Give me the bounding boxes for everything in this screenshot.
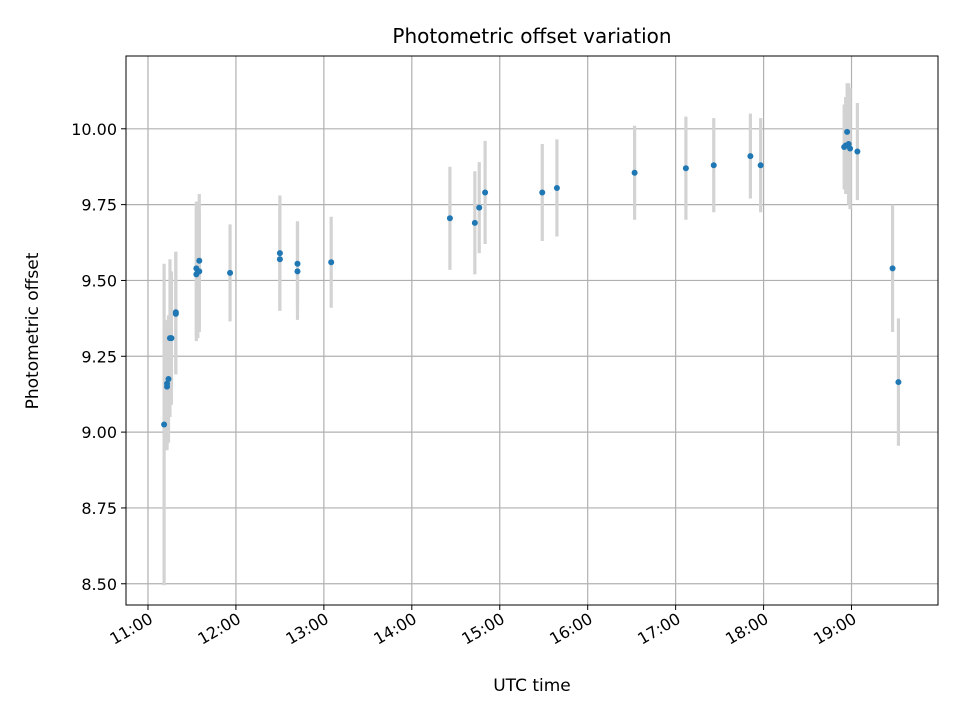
data-point: [476, 204, 483, 211]
data-point: [539, 189, 546, 196]
y-tick-label: 9.00: [81, 423, 117, 442]
data-point: [165, 376, 172, 383]
data-point: [845, 140, 852, 147]
y-axis: 8.50 8.75 9.00 9.25 9.50 9.75 10.00: [71, 120, 126, 594]
y-axis-title: Photometric offset: [23, 252, 43, 409]
data-point: [471, 219, 478, 226]
data-point: [631, 169, 638, 176]
data-point: [757, 162, 764, 169]
data-points: [161, 128, 902, 428]
data-point: [172, 309, 179, 316]
data-point: [294, 260, 301, 267]
data-point: [682, 165, 689, 172]
data-point: [161, 421, 168, 428]
y-tick-label: 8.50: [81, 575, 117, 594]
plot-frame: [125, 55, 939, 606]
data-point: [196, 257, 203, 264]
y-tick-label: 8.75: [81, 499, 117, 518]
data-point: [446, 215, 453, 222]
data-point: [227, 269, 234, 276]
y-tick-label: 9.75: [81, 196, 117, 215]
data-point: [710, 162, 717, 169]
y-tick-label: 9.25: [81, 347, 117, 366]
data-point: [164, 380, 171, 387]
data-point: [553, 184, 560, 191]
data-point: [276, 256, 283, 263]
data-point: [844, 128, 851, 135]
data-point: [196, 268, 203, 275]
data-point: [276, 250, 283, 257]
x-axis-title: UTC time: [493, 676, 571, 696]
data-point: [847, 145, 854, 152]
data-point: [294, 268, 301, 275]
y-tick-label: 9.50: [81, 271, 117, 290]
data-point: [168, 335, 175, 342]
chart-title: Photometric offset variation: [392, 24, 671, 48]
data-point: [482, 189, 489, 196]
y-tick-label: 10.00: [71, 120, 117, 139]
data-point: [747, 153, 754, 160]
data-point: [328, 259, 335, 266]
data-point: [889, 265, 896, 272]
data-point: [895, 379, 902, 386]
data-point: [854, 148, 861, 155]
